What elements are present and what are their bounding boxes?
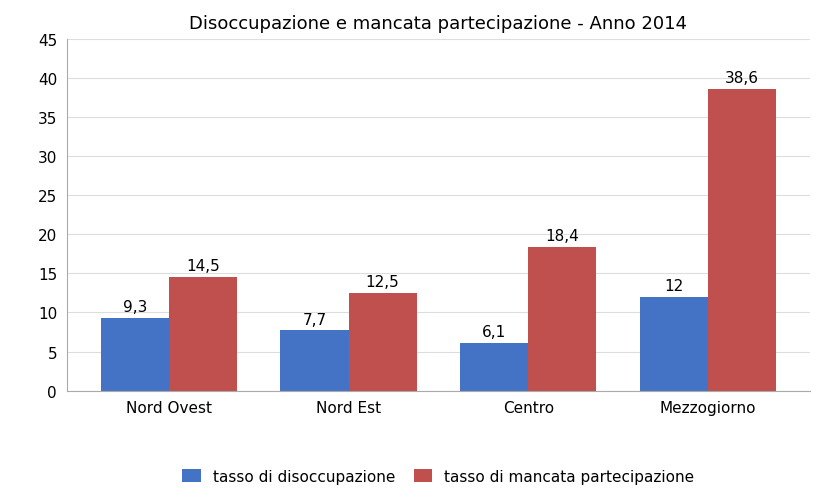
Text: 38,6: 38,6: [725, 71, 759, 86]
Bar: [281, 331, 348, 391]
Bar: [708, 90, 777, 391]
Legend: tasso di disoccupazione, tasso di mancata partecipazione: tasso di disoccupazione, tasso di mancat…: [175, 461, 702, 492]
Text: 12: 12: [664, 279, 683, 294]
Bar: [100, 318, 169, 391]
Text: 7,7: 7,7: [302, 312, 326, 327]
Bar: [529, 247, 596, 391]
Text: 14,5: 14,5: [186, 259, 220, 274]
Text: 12,5: 12,5: [366, 275, 400, 290]
Bar: [640, 297, 708, 391]
Title: Disoccupazione e mancata partecipazione - Anno 2014: Disoccupazione e mancata partecipazione …: [190, 15, 687, 33]
Text: 9,3: 9,3: [123, 300, 147, 315]
Bar: [169, 278, 237, 391]
Bar: [460, 343, 529, 391]
Text: 6,1: 6,1: [482, 324, 506, 339]
Text: 18,4: 18,4: [545, 228, 579, 243]
Bar: [348, 294, 417, 391]
